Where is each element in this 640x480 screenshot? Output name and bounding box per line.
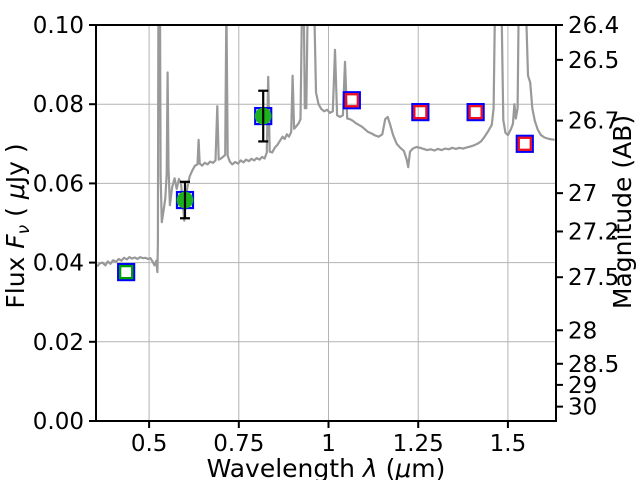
y-axis-label-left: Flux Fν ( μJy ) [1, 143, 34, 308]
observed-photometry-red-squares-marker [468, 104, 483, 120]
gridlines [96, 24, 556, 422]
tick-marks [89, 24, 563, 428]
model-photometry-squares-marker [342, 91, 361, 110]
x-tick-label: 0.5 [131, 431, 168, 457]
y-axis-label-right: Magnitude (AB) [608, 115, 637, 309]
y-left-tick-label: 0.00 [33, 409, 84, 435]
axes-spines [95, 24, 557, 422]
y-left-tick-label: 0.04 [33, 251, 84, 277]
y-right-tick-label: 28 [568, 318, 597, 344]
y-left-tick-label: 0.06 [33, 171, 84, 197]
model-photometry-squares-marker [411, 103, 430, 122]
y-right-tick-label: 30 [568, 395, 597, 421]
y-right-tick-label: 26.7 [568, 109, 619, 135]
y-right-tick-label: 27.2 [568, 219, 619, 245]
observed-photometry-red-squares [344, 93, 532, 151]
y-left-tick-label: 0.02 [33, 330, 84, 356]
observed-photometry-red-squares-marker [413, 104, 428, 120]
model-photometry-squares-marker [466, 103, 485, 122]
observed-photometry-green-square-marker [118, 264, 134, 280]
x-tick-label: 0.75 [213, 431, 264, 457]
tick-labels: 0.5 0.75 1 1.25 1.5 0.00 0.02 0.04 0.06 0.08 0.10 2… [33, 13, 619, 457]
x-tick-label: 1 [321, 431, 336, 457]
y-right-tick-label: 27 [568, 181, 597, 207]
x-axis-label: Wavelength λ (μm) [207, 454, 446, 480]
observed-photometry-red-squares-marker [517, 136, 532, 151]
model-photometry-squares-marker [515, 134, 534, 153]
model-photometry-squares-marker [117, 263, 136, 282]
observed-photometry-green-square [118, 264, 134, 280]
error-bars [179, 89, 269, 220]
y-right-tick-label: 26.4 [568, 13, 619, 39]
y-left-tick-label: 0.08 [33, 92, 84, 118]
y-right-tick-label: 26.5 [568, 48, 619, 74]
x-tick-label: 1.5 [490, 431, 527, 457]
y-left-tick-label: 0.10 [33, 13, 84, 39]
y-right-tick-label: 29 [568, 373, 597, 399]
y-right-tick-label: 27.5 [568, 265, 619, 291]
observed-photometry-red-squares-marker [344, 93, 359, 108]
x-tick-label: 1.25 [393, 431, 444, 457]
spectrum-line [96, 25, 555, 274]
y-right-tick-label: 28.5 [568, 352, 619, 378]
